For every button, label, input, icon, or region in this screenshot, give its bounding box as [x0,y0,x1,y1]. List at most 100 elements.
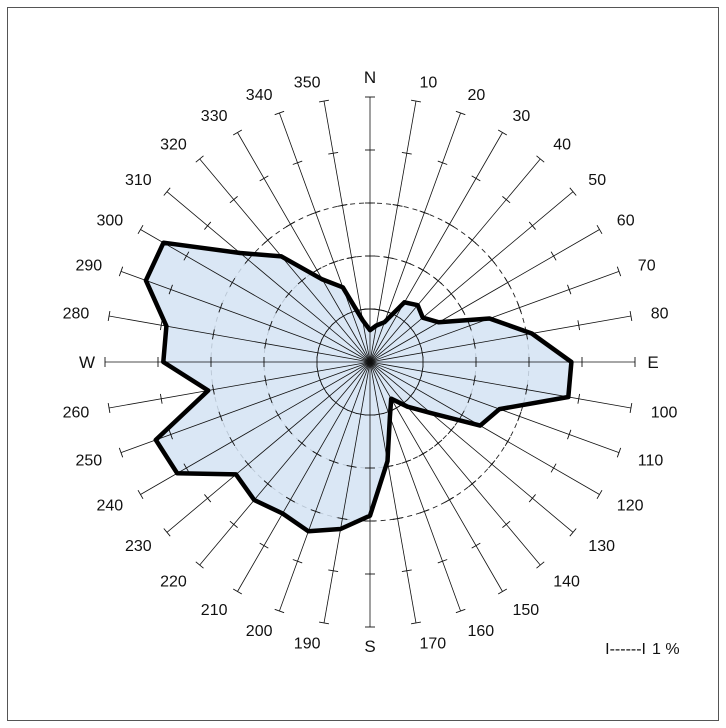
spoke-100 [369,361,632,409]
tick-170-4 [401,569,412,573]
tick-170-5 [411,621,421,625]
tick-140-5 [536,561,545,569]
tick-250-5 [118,447,124,458]
tick-340-2 [328,260,339,265]
tick-290-1 [318,339,323,349]
tick-130-2 [447,426,455,435]
tick-220-4 [229,520,238,528]
tick-300-1 [321,330,327,341]
tick-130-3 [488,460,496,469]
tick-320-2 [297,277,306,285]
tick-130-4 [528,494,536,503]
tick-80-5 [629,311,633,321]
spoke-170 [369,361,417,624]
direction-label-170: 170 [420,636,447,653]
tick-240-4 [183,463,190,473]
tick-160-4 [437,559,448,564]
tick-190-3 [337,517,348,520]
tick-140-3 [468,480,477,488]
tick-140-2 [434,439,443,447]
tick-280-5 [107,311,111,321]
tick-20-3 [419,210,430,215]
tick-70-5 [616,266,622,277]
tick-210-3 [285,496,296,503]
direction-label-70: 70 [638,258,656,275]
direction-label-210: 210 [201,602,228,619]
tick-300-5 [137,224,144,235]
tick-260-4 [159,393,163,404]
tick-70-2 [467,320,472,331]
rose-outline-line [143,240,574,534]
direction-label-150: 150 [513,602,540,619]
tick-320-3 [263,236,272,244]
tick-60-4 [550,251,557,261]
tick-100-5 [629,403,633,413]
tick-120-1 [413,383,419,394]
scale-legend-marker: I------I [605,641,646,658]
spoke-330 [237,132,371,363]
tick-160-5 [455,608,466,614]
spoke-70 [369,271,620,363]
direction-label-330: 330 [201,108,228,125]
direction-label-80: 80 [651,306,669,323]
tick-80-1 [420,347,424,358]
spoke-280 [108,315,371,363]
spoke-130 [369,361,574,533]
tick-320-1 [331,317,341,325]
cardinal-w-label: W [79,353,95,372]
spoke-120 [369,361,600,495]
direction-label-50: 50 [588,172,606,189]
tick-320-5 [195,155,204,163]
spoke-80 [369,315,632,363]
tick-70-1 [417,339,422,349]
spoke-260 [108,361,371,409]
tick-50-3 [488,255,496,264]
tick-50-1 [407,323,415,333]
tick-190-2 [346,465,357,468]
spoke-210 [237,361,371,592]
direction-label-200: 200 [246,623,273,640]
tick-210-5 [232,588,243,595]
direction-label-230: 230 [125,538,152,555]
tick-80-4 [577,320,581,331]
spoke-50 [369,191,574,363]
spoke-250 [120,361,371,453]
tick-10-4 [401,151,412,155]
direction-label-60: 60 [617,213,635,230]
tick-240-3 [229,436,236,447]
tick-100-4 [577,393,581,404]
spoke-30 [369,132,503,363]
direction-spokes [105,97,635,627]
tick-20-5 [455,110,466,116]
tick-330-1 [338,313,349,319]
tick-40-2 [434,277,443,285]
tick-20-2 [401,260,412,265]
tick-110-4 [567,429,572,440]
tick-350-4 [328,151,339,155]
tick-60-3 [504,277,511,288]
direction-label-350: 350 [294,74,321,91]
tick-130-1 [407,391,415,401]
direction-label-320: 320 [160,137,187,154]
tick-200-2 [328,459,339,464]
spoke-60 [369,229,600,363]
direction-label-20: 20 [468,87,486,104]
tick-80-2 [473,338,476,349]
tick-190-4 [328,569,339,573]
tick-280-1 [316,347,320,358]
tick-310-4 [204,221,212,230]
tick-220-1 [331,399,341,407]
tick-240-5 [137,489,144,500]
tick-140-4 [502,520,511,528]
spoke-220 [199,361,371,566]
cardinal-n-label: N [364,68,376,87]
tick-40-3 [468,236,477,244]
tick-310-5 [163,187,171,196]
tick-280-3 [212,329,215,340]
direction-label-280: 280 [63,306,90,323]
spoke-340 [279,112,371,363]
tick-350-2 [346,256,357,259]
direction-labels: 10 20 30 40 50 60 70 80 100 110 120 130 140 150 160 170… [63,74,678,652]
tick-210-4 [259,542,269,549]
tick-120-4 [550,463,557,473]
